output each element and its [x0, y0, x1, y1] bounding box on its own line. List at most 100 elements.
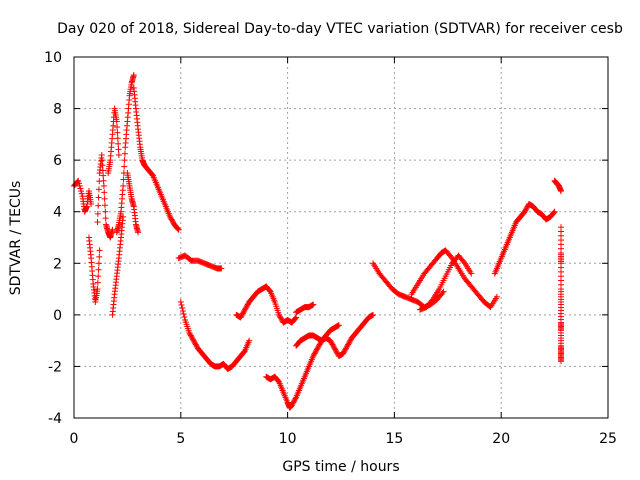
data-point [95, 260, 102, 267]
data-point [238, 313, 245, 320]
data-point [114, 124, 121, 131]
data-point [329, 341, 336, 348]
data-point [311, 350, 318, 357]
data-point [167, 215, 174, 222]
data-point [135, 229, 142, 236]
data-point [167, 213, 174, 220]
data-point [327, 337, 334, 344]
data-point [343, 344, 350, 351]
data-point [99, 167, 106, 174]
data-point [523, 206, 530, 213]
data-point [179, 307, 186, 314]
data-point [78, 190, 85, 197]
data-point [460, 258, 467, 265]
y-tick-label: 2 [53, 256, 62, 272]
data-point [313, 347, 320, 354]
data-point [169, 219, 176, 226]
data-point [439, 289, 446, 296]
data-point [241, 306, 248, 313]
data-point [277, 314, 284, 321]
grid-lines [74, 57, 608, 418]
data-point [130, 72, 137, 79]
data-point [100, 182, 107, 189]
chart-title: Day 020 of 2018, Sidereal Day-to-day VTE… [57, 21, 623, 37]
data-point [114, 135, 121, 142]
data-point [288, 402, 295, 409]
data-point [340, 349, 347, 356]
y-tick-label: 8 [53, 102, 62, 118]
data-point [98, 151, 105, 158]
data-point [99, 157, 106, 164]
data-point [179, 304, 186, 311]
data-point [218, 265, 225, 272]
data-point [78, 188, 85, 195]
data-point [522, 207, 529, 214]
data-point [310, 301, 317, 308]
x-tick-label: 15 [385, 431, 403, 447]
data-point [94, 219, 101, 226]
data-point [550, 209, 557, 216]
data-point [276, 313, 283, 320]
data-point [102, 208, 109, 215]
y-tick-labels: -4 -2 0 2 4 6 8 10 [44, 50, 62, 427]
y-tick-label: 0 [53, 308, 62, 324]
data-point [289, 400, 296, 407]
data-point [333, 347, 340, 354]
data-point [121, 163, 128, 170]
data-point [241, 348, 248, 355]
data-point [331, 345, 338, 352]
data-point [189, 336, 196, 343]
data-point [316, 341, 323, 348]
data-point [99, 162, 106, 169]
data-point [120, 182, 127, 189]
data-point [186, 329, 193, 336]
data-point [180, 310, 187, 317]
data-point [342, 346, 349, 353]
data-point [315, 342, 322, 349]
y-tick-label: 10 [44, 50, 62, 66]
data-point [88, 200, 95, 207]
x-tick-label: 5 [176, 431, 185, 447]
data-point [114, 129, 121, 136]
data-point [95, 202, 102, 209]
data-point [330, 342, 337, 349]
plot-frame [73, 56, 609, 419]
data-point [344, 342, 351, 349]
data-point [242, 305, 249, 312]
data-point [193, 342, 200, 349]
x-tick-label: 0 [70, 431, 79, 447]
data-point [94, 286, 101, 293]
data-point [551, 208, 558, 215]
data-point [149, 171, 156, 178]
data-point [115, 140, 122, 147]
data-point [181, 314, 188, 321]
data-point [187, 331, 194, 338]
data-point [187, 332, 194, 339]
data-point [521, 208, 528, 215]
data-point [468, 270, 475, 277]
y-tick-label: 6 [53, 153, 62, 169]
data-point [192, 341, 199, 348]
data-point [121, 157, 128, 164]
data-point [346, 338, 353, 345]
data-point [95, 273, 102, 280]
data-point [342, 345, 349, 352]
data-point [239, 311, 246, 318]
data-point [102, 215, 109, 222]
data-point [101, 195, 108, 202]
data-point [493, 293, 500, 300]
data-point [94, 210, 101, 217]
data-point [178, 301, 185, 308]
y-tick-label: -2 [48, 359, 62, 375]
data-point [241, 307, 248, 314]
data-point [243, 304, 250, 311]
data-point [440, 288, 447, 295]
data-point [314, 345, 321, 352]
data-point [310, 353, 317, 360]
data-point [75, 180, 82, 187]
data-point [278, 315, 285, 322]
data-point [100, 177, 107, 184]
data-point [315, 344, 322, 351]
data-point [192, 340, 199, 347]
data-point [115, 151, 122, 158]
